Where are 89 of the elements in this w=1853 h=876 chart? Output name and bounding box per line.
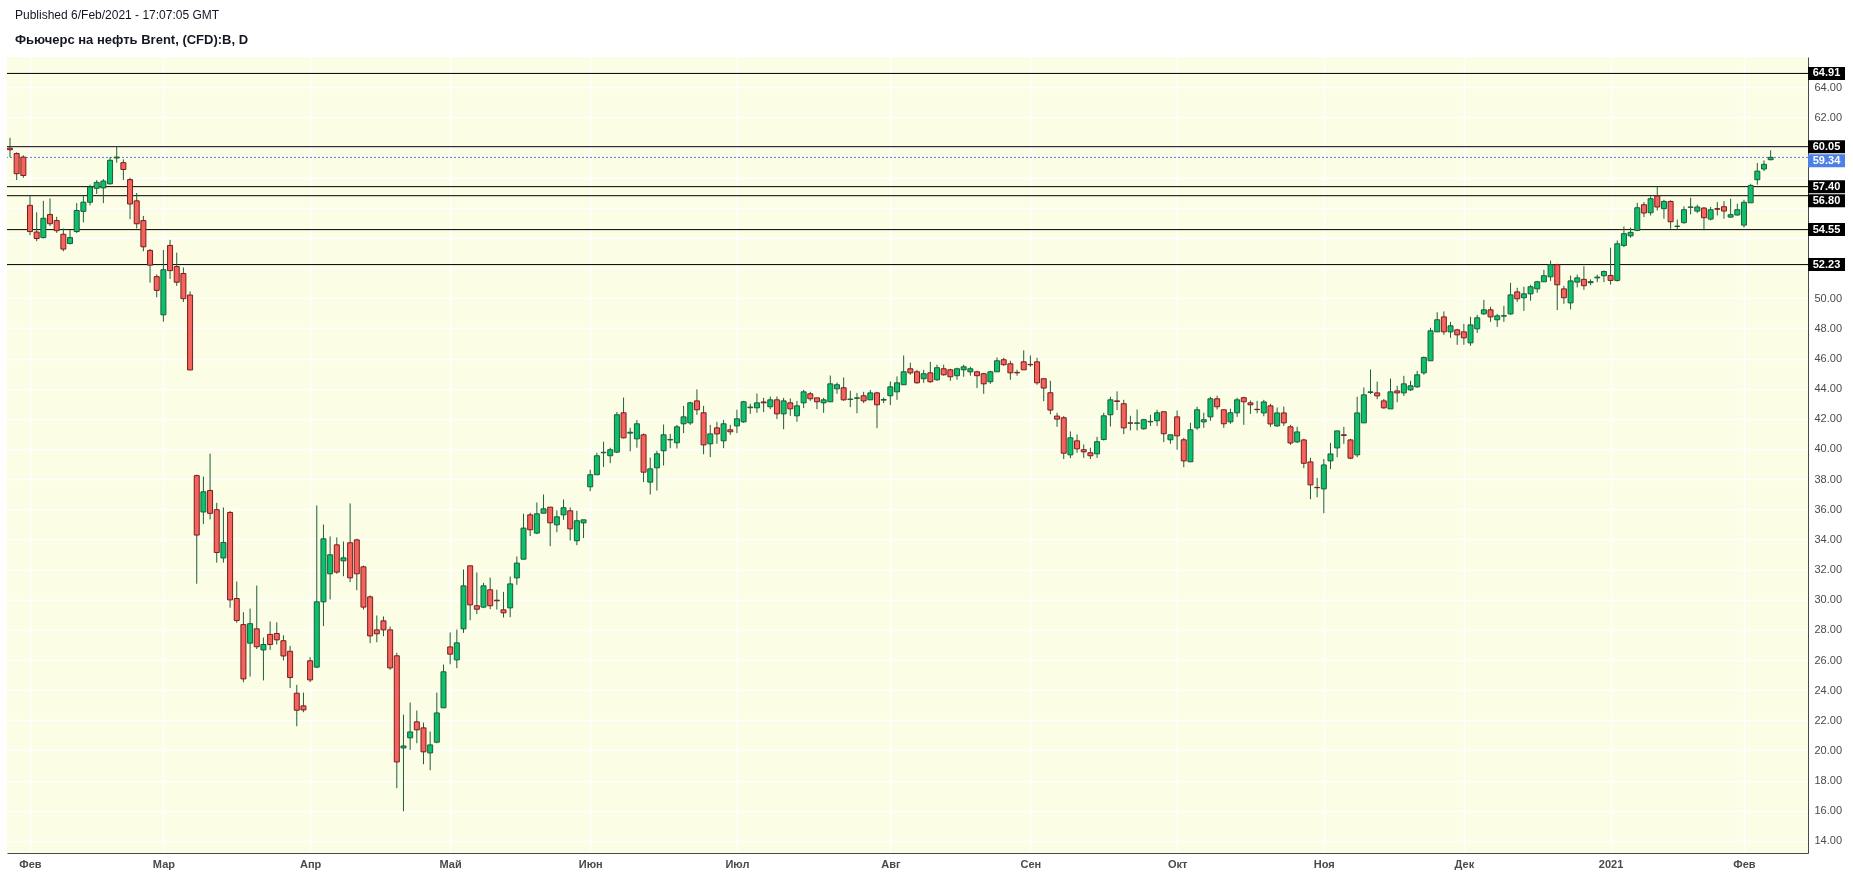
y-tick-label: 26.00 xyxy=(1814,653,1843,666)
y-tick-label: 28.00 xyxy=(1814,623,1843,636)
candlestick xyxy=(1387,378,1394,410)
x-tick-label: Май xyxy=(439,857,462,870)
candlestick xyxy=(800,389,807,409)
candlestick xyxy=(553,509,560,533)
x-tick-label: Апр xyxy=(299,857,322,870)
y-tick-label: 38.00 xyxy=(1814,472,1843,485)
candlestick xyxy=(560,498,567,521)
text: Published 6/Feb/2021 - 17:07:05 GMT xyxy=(15,8,220,22)
candlestick xyxy=(507,576,514,618)
candlestick xyxy=(707,424,714,458)
y-tick-label: 40.00 xyxy=(1814,442,1843,455)
candlestick xyxy=(1600,269,1607,283)
candlestick xyxy=(427,730,434,771)
candlestick xyxy=(647,457,654,495)
y-tick-label: 20.00 xyxy=(1814,743,1843,756)
y-tick-label: 36.00 xyxy=(1814,502,1843,515)
candlestick xyxy=(220,506,227,564)
y-tick-label: 18.00 xyxy=(1814,774,1843,787)
y-tick-label: 64.00 xyxy=(1814,80,1843,93)
y-tick-label: 34.00 xyxy=(1814,532,1843,545)
candlestick xyxy=(653,450,660,492)
candlestick xyxy=(200,476,207,525)
y-tick-label: 50.00 xyxy=(1814,291,1843,304)
candlestick xyxy=(500,591,507,619)
candlestick xyxy=(1634,202,1641,232)
y-tick-label: 16.00 xyxy=(1814,804,1843,817)
candlestick xyxy=(1207,396,1214,422)
y-tick-label: 46.00 xyxy=(1814,352,1843,365)
candlestick xyxy=(1100,412,1107,442)
ref-line-label: 52.23 xyxy=(1812,257,1841,270)
candlestick xyxy=(40,200,47,240)
candlestick xyxy=(1107,396,1114,428)
candlestick xyxy=(1327,442,1334,470)
candlestick xyxy=(1507,282,1514,316)
candlestick xyxy=(1320,458,1327,514)
ref-line-label: 54.55 xyxy=(1812,222,1841,235)
y-tick-label: 22.00 xyxy=(1814,713,1843,726)
ref-line-label: 56.80 xyxy=(1812,193,1841,206)
y-tick-label: 32.00 xyxy=(1814,563,1843,576)
y-tick-label: 62.00 xyxy=(1814,110,1843,123)
x-tick-label: Сен xyxy=(1020,857,1042,870)
candlestick xyxy=(1047,380,1054,415)
candlestick xyxy=(1334,430,1341,458)
y-tick-label: 42.00 xyxy=(1814,412,1843,425)
candlestick xyxy=(247,608,254,678)
y-tick-label: 30.00 xyxy=(1814,593,1843,606)
candlestick xyxy=(67,229,74,245)
y-tick-label: 44.00 xyxy=(1814,382,1843,395)
candlestick xyxy=(1660,199,1667,220)
x-tick-label: Ноя xyxy=(1313,857,1335,870)
x-tick-label: Мар xyxy=(152,857,176,870)
candlestick xyxy=(1647,195,1654,216)
candlestick xyxy=(407,702,414,751)
ref-line-label: 57.40 xyxy=(1812,179,1841,192)
candlestick xyxy=(1367,369,1374,395)
x-tick-label: Фев xyxy=(1733,857,1756,870)
ref-line-label: 59.34 xyxy=(1812,153,1842,166)
candlestick xyxy=(780,397,787,430)
y-tick-label: 14.00 xyxy=(1814,834,1843,847)
chart-title: Фьючерс на нефть Brent, (CFD):B, D xyxy=(15,32,249,47)
candlestick xyxy=(400,714,407,812)
candlestick xyxy=(1274,407,1281,428)
candlestick xyxy=(1480,299,1487,316)
ref-line-label: 64.91 xyxy=(1812,66,1841,79)
x-tick-label: Фев xyxy=(19,857,42,870)
candlestick xyxy=(340,541,347,577)
candlestick xyxy=(513,555,520,586)
candlestick xyxy=(120,158,127,181)
x-tick-label: Окт xyxy=(1167,857,1188,870)
candlestick xyxy=(1754,162,1761,186)
candlestick xyxy=(1094,436,1101,459)
candlestick xyxy=(147,248,154,284)
y-tick-label: 48.00 xyxy=(1814,321,1843,334)
ref-line-label: 60.05 xyxy=(1812,139,1841,152)
candlestick xyxy=(260,637,267,681)
candlestick xyxy=(453,629,460,669)
candlestick xyxy=(1067,430,1074,459)
x-tick-label: Июн xyxy=(578,857,603,870)
x-tick-label: Июл xyxy=(725,857,750,870)
candlestick xyxy=(720,419,727,449)
x-tick-label: 2021 xyxy=(1598,857,1624,870)
x-tick-label: Авг xyxy=(881,857,901,870)
x-tick-label: Дек xyxy=(1454,857,1475,870)
candlestick xyxy=(480,582,487,609)
candlestick xyxy=(1760,159,1767,172)
candlestick xyxy=(793,400,800,423)
y-tick-label: 24.00 xyxy=(1814,683,1843,696)
